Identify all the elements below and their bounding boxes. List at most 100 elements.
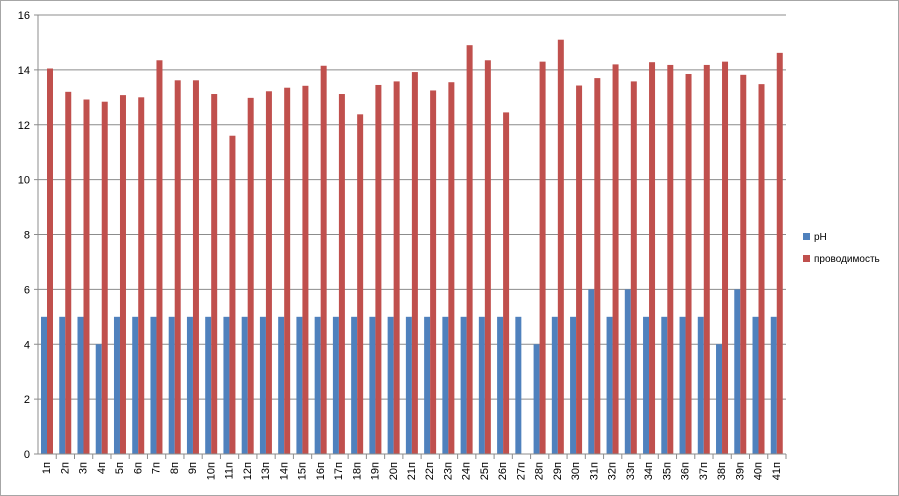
bar-conductivity [138, 97, 145, 454]
bar-ph [296, 316, 303, 454]
bar-ph [351, 316, 358, 454]
bar-ph [551, 316, 558, 454]
x-tick-label: 30п [570, 462, 582, 480]
bar-ph [606, 316, 613, 454]
bar-ph [497, 316, 504, 454]
bar-conductivity [338, 94, 345, 455]
x-tick-label: 1п [41, 462, 53, 474]
bar-ph [369, 316, 376, 454]
bar-ph [113, 316, 120, 454]
bar-conductivity [740, 74, 747, 454]
x-tick-label: 7п [151, 462, 163, 474]
bar-conductivity [229, 135, 236, 454]
bar-conductivity [65, 91, 72, 454]
bar-conductivity [320, 65, 327, 455]
bar-conductivity [448, 82, 455, 455]
bar-ph [387, 316, 394, 454]
legend-swatch-ph [803, 233, 810, 240]
bar-conductivity [466, 45, 473, 455]
bar-ph [752, 316, 759, 454]
x-tick-label: 21п [406, 462, 418, 480]
bar-conductivity [47, 68, 53, 455]
bar-conductivity [667, 64, 674, 454]
y-tick-label: 14 [18, 65, 30, 77]
x-tick-label: 27п [515, 462, 527, 480]
x-tick-label: 35п [661, 462, 673, 480]
bar-ph [679, 316, 686, 454]
x-tick-label: 12п [242, 462, 254, 480]
bar-conductivity [357, 114, 364, 454]
bar-ph [716, 344, 723, 454]
x-tick-label: 39п [734, 462, 746, 480]
x-tick-label: 22п [424, 462, 436, 480]
bar-ph [132, 316, 139, 454]
x-tick-label: 24п [461, 462, 473, 480]
x-tick-label: 28п [534, 462, 546, 480]
bar-conductivity [649, 62, 656, 454]
x-tick-label: 16п [315, 462, 327, 480]
x-tick-label: 10п [205, 462, 217, 480]
bar-conductivity [612, 64, 619, 454]
bar-ph [478, 316, 485, 454]
x-tick-label: 15п [297, 462, 309, 480]
x-tick-label: 19п [370, 462, 382, 480]
x-tick-label: 32п [607, 462, 619, 480]
x-tick-label: 3п [78, 462, 90, 474]
bar-conductivity [156, 60, 163, 454]
legend-label-ph: pH [814, 232, 827, 243]
bar-ph [59, 316, 66, 454]
bar-conductivity [302, 85, 309, 454]
bar-ph [770, 316, 777, 454]
x-tick-label: 4п [96, 462, 108, 474]
legend-swatch-conductivity [803, 255, 810, 262]
bar-ph [150, 316, 157, 454]
x-tick-label: 13п [260, 462, 272, 480]
bar-ph [168, 316, 175, 454]
x-tick-label: 33п [625, 462, 637, 480]
bar-conductivity [703, 64, 710, 454]
bar-ph [570, 316, 577, 454]
bar-conductivity [101, 101, 108, 454]
bar-conductivity [430, 90, 437, 454]
y-tick-label: 2 [24, 394, 30, 406]
bar-ph [241, 316, 248, 454]
bar-conductivity [685, 73, 692, 454]
bar-ph [259, 316, 266, 454]
bar-conductivity [211, 94, 218, 455]
bar-ph [186, 316, 193, 454]
y-tick-label: 6 [24, 284, 30, 296]
legend-label-conductivity: проводимость [814, 254, 880, 265]
bar-ph [405, 316, 412, 454]
x-tick-label: 11п [224, 462, 236, 479]
bar-conductivity [539, 61, 546, 455]
bar-ph [332, 316, 339, 454]
bar-conductivity [594, 78, 601, 454]
bar-conductivity [722, 61, 729, 455]
bar-conductivity [247, 97, 254, 454]
bar-ph [643, 316, 650, 454]
bar-conductivity [375, 84, 382, 454]
bar-conductivity [758, 84, 765, 454]
bar-ph [223, 316, 230, 454]
bar-ph [95, 344, 102, 454]
bar-ph [314, 316, 321, 454]
x-tick-label: 38п [716, 462, 728, 480]
y-tick-label: 8 [24, 230, 30, 242]
bar-conductivity [503, 112, 510, 454]
x-tick-label: 41п [771, 462, 783, 480]
bar-ph [41, 316, 47, 454]
bar-ph [515, 316, 522, 454]
y-tick-label: 4 [24, 339, 30, 351]
bar-conductivity [83, 99, 90, 454]
bar-ph [77, 316, 84, 454]
x-tick-label: 9п [187, 462, 199, 474]
x-tick-label: 25п [479, 462, 491, 480]
x-tick-label: 8п [169, 462, 181, 474]
bar-conductivity [411, 72, 418, 454]
bar-conductivity [630, 81, 637, 455]
x-tick-label: 6п [132, 462, 144, 474]
x-tick-label: 37п [698, 462, 710, 480]
x-tick-label: 40п [753, 462, 765, 480]
bar-ph [460, 316, 467, 454]
